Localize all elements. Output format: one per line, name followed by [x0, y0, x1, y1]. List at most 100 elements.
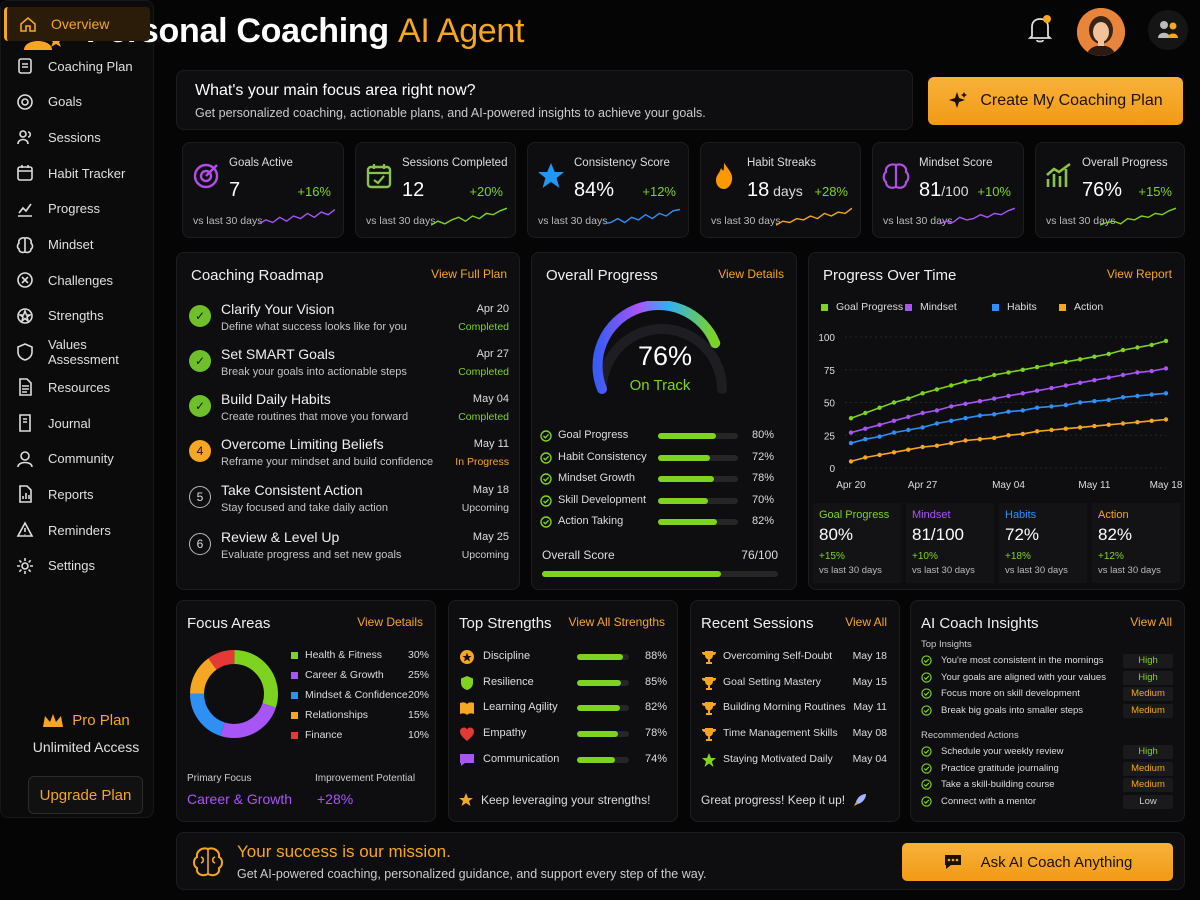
- sidebar-item-strengths[interactable]: Strengths: [4, 299, 150, 333]
- sidebar-item-community[interactable]: Community: [4, 442, 150, 476]
- focus-view-details-link[interactable]: View Details: [357, 615, 423, 629]
- focus-area-name: Health & Fitness: [305, 649, 383, 661]
- plan-icon: [18, 58, 32, 74]
- series-point: [992, 396, 997, 401]
- sidebar-item-values-assessment[interactable]: Values Assessment: [4, 335, 150, 369]
- focus-area-name: Career & Growth: [305, 669, 384, 681]
- series-point: [1020, 431, 1025, 437]
- medal-icon: [460, 650, 474, 664]
- series-point: [1120, 347, 1126, 353]
- sidebar-item-mindset[interactable]: Mindset: [4, 228, 150, 262]
- stat-card-goals-active[interactable]: Goals Active 7 +16% vs last 30 days: [182, 142, 344, 238]
- roadmap-step[interactable]: ✓ Set SMART Goals Break your goals into ac…: [189, 346, 509, 390]
- focus-areas-title: Focus Areas: [187, 615, 271, 632]
- progress-metric-name: Habit Consistency: [558, 450, 647, 463]
- session-row[interactable]: Building Morning Routines May 11: [701, 700, 887, 718]
- sessions-view-all-link[interactable]: View All: [845, 615, 887, 629]
- sidebar-item-resources[interactable]: Resources: [4, 370, 150, 404]
- stat-value-number: 12: [402, 179, 425, 201]
- notification-bell-icon[interactable]: [1026, 14, 1054, 44]
- series-point: [1120, 395, 1126, 400]
- progress-over-time-title: Progress Over Time: [823, 267, 957, 284]
- roadmap-step-description: Reframe your mindset and build confidenc…: [221, 456, 434, 468]
- view-details-link[interactable]: View Details: [718, 267, 784, 281]
- progress-metric-value: 82%: [751, 515, 774, 527]
- view-report-link[interactable]: View Report: [1106, 267, 1172, 281]
- check-circle-icon: [921, 779, 932, 791]
- strength-percent: 74%: [644, 752, 667, 765]
- sparkline-path: [776, 207, 852, 226]
- series-point: [1034, 364, 1040, 370]
- sidebar-item-sessions[interactable]: Sessions: [4, 120, 150, 154]
- sidebar-item-habit-tracker[interactable]: Habit Tracker: [4, 156, 150, 190]
- y-tick-label: 100: [818, 333, 835, 344]
- legend-label: Habits: [1007, 301, 1037, 313]
- series-point: [977, 437, 983, 442]
- check-circle-icon: [540, 494, 552, 507]
- sidebar-item-settings[interactable]: Settings: [4, 549, 150, 583]
- strength-bar: [577, 705, 629, 712]
- series-point: [906, 427, 911, 433]
- user-avatar[interactable]: [1077, 8, 1125, 56]
- focus-area-row: Relationships 15%: [291, 709, 429, 725]
- strength-row: Empathy 78%: [459, 726, 667, 744]
- x-tick-label: Apr 27: [908, 480, 938, 491]
- community-people-icon[interactable]: [1148, 10, 1188, 50]
- session-row[interactable]: Time Management Skills May 08: [701, 726, 887, 744]
- series-point: [992, 435, 997, 441]
- sidebar-item-challenges[interactable]: Challenges: [4, 263, 150, 297]
- series-point: [1163, 417, 1169, 422]
- series-point: [992, 372, 997, 378]
- series-point: [1034, 429, 1040, 434]
- upgrade-plan-button[interactable]: Upgrade Plan: [28, 776, 143, 814]
- target-icon: [193, 163, 219, 189]
- series-point: [1092, 378, 1097, 383]
- sidebar-item-label: Habit Tracker: [48, 165, 126, 181]
- session-row[interactable]: Goal Setting Mastery May 15: [701, 675, 887, 693]
- stat-period: vs last 30 days: [538, 215, 608, 227]
- create-coaching-plan-button[interactable]: Create My Coaching Plan: [928, 77, 1183, 125]
- session-row[interactable]: Overcoming Self-Doubt May 18: [701, 649, 887, 667]
- stat-card-sessions-completed[interactable]: Sessions Completed 12 +20% vs last 30 days: [355, 142, 516, 238]
- session-name: Overcoming Self-Doubt: [723, 650, 833, 662]
- stat-card-overall-progress[interactable]: Overall Progress 76% +15% vs last 30 days: [1035, 142, 1185, 238]
- session-row[interactable]: Staying Motivated Daily May 04: [701, 752, 887, 770]
- series-point: [1006, 409, 1011, 414]
- roadmap-step[interactable]: 5 Take Consistent Action Stay focused and …: [189, 482, 509, 526]
- roadmap-step[interactable]: 4 Overcome Limiting Beliefs Reframe your m…: [189, 436, 509, 480]
- sidebar-item-progress[interactable]: Progress: [4, 192, 150, 226]
- series-point: [1077, 357, 1083, 362]
- sidebar-item-reminders[interactable]: Reminders: [4, 513, 150, 547]
- series-point: [1163, 338, 1169, 344]
- stat-period: vs last 30 days: [883, 215, 953, 227]
- sidebar-item-coaching-plan[interactable]: Coaching Plan: [4, 49, 150, 83]
- view-full-plan-link[interactable]: View Full Plan: [431, 267, 507, 281]
- progress-metric-fill: [658, 476, 715, 482]
- sidebar-item-goals[interactable]: Goals: [4, 85, 150, 119]
- ask-ai-coach-button[interactable]: Ask AI Coach Anything: [902, 843, 1173, 881]
- legend-item: Goal Progress: [821, 301, 903, 313]
- roadmap-step[interactable]: 6 Review & Level Up Evaluate progress and …: [189, 529, 509, 573]
- document-icon: [19, 378, 32, 397]
- view-all-strengths-link[interactable]: View All Strengths: [568, 615, 666, 629]
- stat-card-habit-streaks[interactable]: Habit Streaks 18 days +28% vs last 30 days: [700, 142, 861, 238]
- series-point: [934, 387, 940, 392]
- insights-view-all-link[interactable]: View All: [1130, 615, 1172, 629]
- sidebar-item-overview[interactable]: Overview: [4, 7, 150, 41]
- sidebar-item-journal[interactable]: Journal: [4, 406, 150, 440]
- check-circle-icon: [921, 688, 932, 700]
- focus-donut-chart: [190, 650, 278, 738]
- trend-chart-icon: [1046, 162, 1071, 187]
- roadmap-step[interactable]: ✓ Clarify Your Vision Define what success …: [189, 301, 509, 345]
- roadmap-step[interactable]: ✓ Build Daily Habits Create routines that …: [189, 391, 509, 435]
- stat-card-consistency-score[interactable]: Consistency Score 84% +12% vs last 30 days: [527, 142, 689, 238]
- stat-card-mindset-score[interactable]: Mindset Score 81/100 +10% vs last 30 days: [872, 142, 1024, 238]
- progress-metric-bar: [658, 519, 738, 525]
- session-date: May 18: [852, 650, 887, 662]
- sidebar-item-reports[interactable]: Reports: [4, 477, 150, 511]
- series-point: [1163, 366, 1169, 371]
- series-point: [1006, 433, 1011, 438]
- strength-percent: 85%: [644, 675, 667, 688]
- pro-plan-label: Pro Plan: [72, 712, 130, 729]
- series-point: [1106, 375, 1111, 380]
